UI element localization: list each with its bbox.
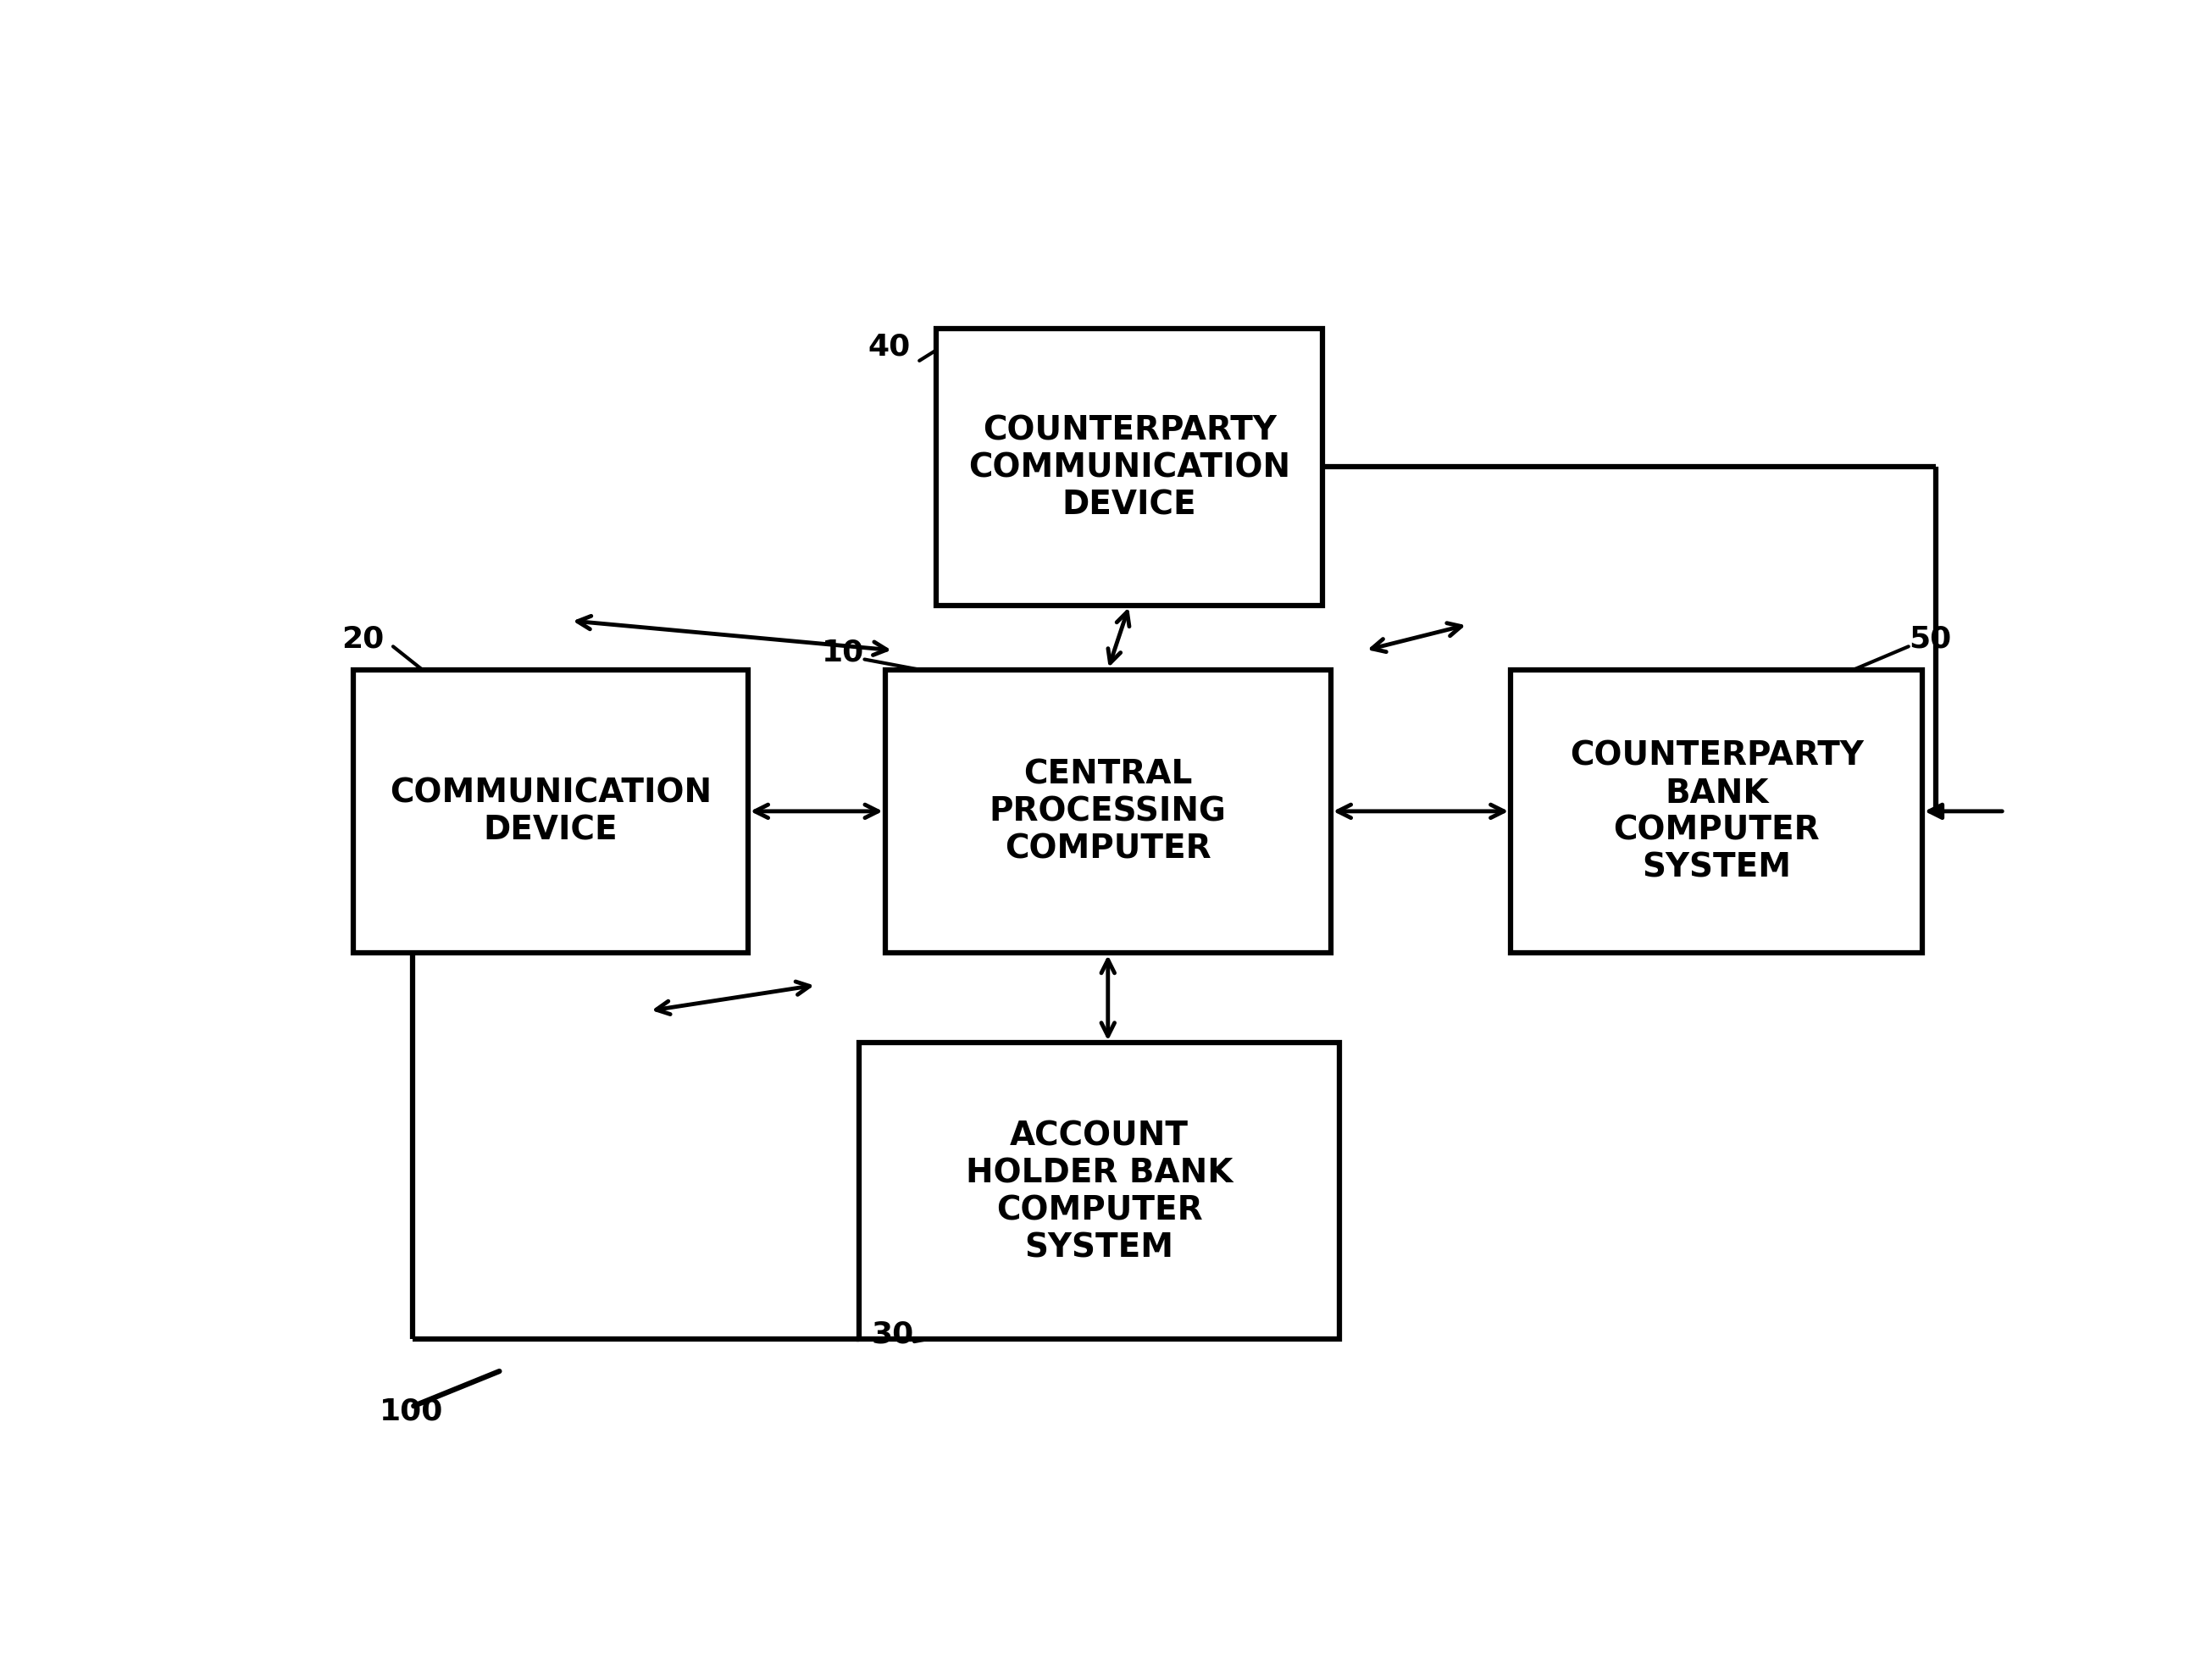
- Bar: [885, 670, 1332, 952]
- Text: 30: 30: [872, 1320, 914, 1348]
- Text: 100: 100: [380, 1397, 442, 1425]
- Bar: [936, 329, 1323, 607]
- Text: 40: 40: [867, 333, 911, 361]
- Text: CENTRAL
PROCESSING
COMPUTER: CENTRAL PROCESSING COMPUTER: [989, 759, 1225, 866]
- Text: COUNTERPARTY
COMMUNICATION
DEVICE: COUNTERPARTY COMMUNICATION DEVICE: [969, 414, 1290, 521]
- Bar: [858, 1043, 1340, 1338]
- Bar: [1511, 670, 1922, 952]
- Text: ACCOUNT
HOLDER BANK
COMPUTER
SYSTEM: ACCOUNT HOLDER BANK COMPUTER SYSTEM: [967, 1120, 1232, 1263]
- Text: COUNTERPARTY
BANK
COMPUTER
SYSTEM: COUNTERPARTY BANK COMPUTER SYSTEM: [1571, 740, 1863, 884]
- Text: 10: 10: [821, 638, 865, 667]
- Text: 20: 20: [341, 625, 385, 653]
- Text: 50: 50: [1909, 625, 1951, 653]
- Text: COMMUNICATION
DEVICE: COMMUNICATION DEVICE: [389, 777, 712, 847]
- Bar: [354, 670, 748, 952]
